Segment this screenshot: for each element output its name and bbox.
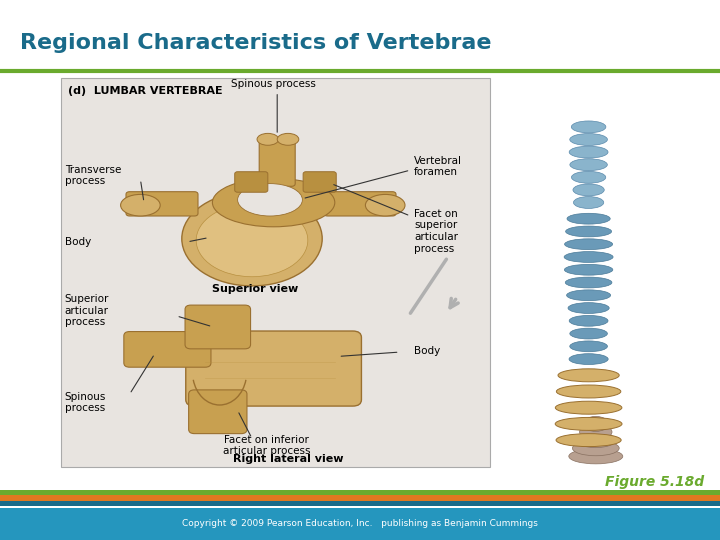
Ellipse shape (569, 449, 623, 464)
Text: Body: Body (65, 237, 91, 247)
Text: Facet on inferior
articular process: Facet on inferior articular process (222, 435, 310, 456)
Text: (d)  LUMBAR VERTEBRAE: (d) LUMBAR VERTEBRAE (68, 86, 223, 97)
Ellipse shape (570, 315, 608, 326)
Ellipse shape (568, 302, 609, 313)
Ellipse shape (570, 328, 608, 339)
Ellipse shape (120, 194, 160, 216)
Bar (0, 508, 720, 540)
Ellipse shape (212, 178, 335, 227)
Text: Transverse
process: Transverse process (65, 165, 121, 186)
FancyBboxPatch shape (124, 332, 211, 367)
Ellipse shape (567, 213, 610, 224)
Ellipse shape (196, 204, 307, 276)
Text: Facet on
superior
articular
process: Facet on superior articular process (414, 209, 458, 253)
Ellipse shape (564, 265, 613, 275)
FancyBboxPatch shape (303, 172, 336, 192)
Text: Vertebral
foramen: Vertebral foramen (414, 156, 462, 177)
Ellipse shape (569, 354, 608, 364)
Ellipse shape (257, 133, 279, 145)
Text: Superior view: Superior view (212, 284, 299, 294)
Text: Copyright © 2009 Pearson Education, Inc.   publishing as Benjamin Cummings: Copyright © 2009 Pearson Education, Inc.… (182, 519, 538, 528)
Ellipse shape (573, 197, 604, 208)
Text: Regional Characteristics of Vertebrae: Regional Characteristics of Vertebrae (20, 33, 492, 53)
Ellipse shape (556, 434, 621, 447)
Ellipse shape (555, 401, 622, 414)
Ellipse shape (570, 159, 608, 171)
Text: Figure 5.18d: Figure 5.18d (605, 475, 704, 489)
Bar (0, 495, 720, 501)
Bar (0, 506, 720, 508)
Text: Superior
articular
process: Superior articular process (65, 294, 109, 327)
Ellipse shape (572, 441, 619, 456)
Ellipse shape (567, 290, 611, 301)
Ellipse shape (572, 171, 606, 183)
Bar (0, 490, 720, 495)
FancyBboxPatch shape (185, 305, 251, 349)
Text: Spinous
process: Spinous process (65, 392, 106, 413)
Ellipse shape (564, 252, 613, 262)
FancyBboxPatch shape (235, 172, 268, 192)
FancyBboxPatch shape (324, 192, 396, 216)
Ellipse shape (580, 424, 612, 440)
FancyBboxPatch shape (186, 331, 361, 406)
Ellipse shape (564, 239, 613, 249)
Ellipse shape (238, 184, 302, 216)
FancyBboxPatch shape (126, 192, 198, 216)
Ellipse shape (277, 133, 299, 145)
Text: Spinous process: Spinous process (231, 79, 316, 89)
Ellipse shape (181, 191, 323, 286)
Text: Right lateral view: Right lateral view (233, 454, 343, 464)
Ellipse shape (557, 385, 621, 398)
Ellipse shape (558, 369, 619, 382)
Ellipse shape (576, 433, 616, 448)
FancyBboxPatch shape (189, 390, 247, 434)
Bar (0, 501, 720, 506)
Ellipse shape (570, 341, 608, 352)
FancyBboxPatch shape (259, 140, 295, 186)
Ellipse shape (565, 277, 612, 288)
Ellipse shape (365, 194, 405, 216)
Ellipse shape (570, 133, 608, 145)
Ellipse shape (555, 417, 622, 430)
Text: Body: Body (414, 346, 440, 356)
Bar (61, 78, 490, 467)
Ellipse shape (583, 416, 608, 431)
Ellipse shape (573, 184, 604, 196)
Ellipse shape (570, 146, 608, 158)
Ellipse shape (572, 121, 606, 133)
Ellipse shape (566, 226, 611, 237)
